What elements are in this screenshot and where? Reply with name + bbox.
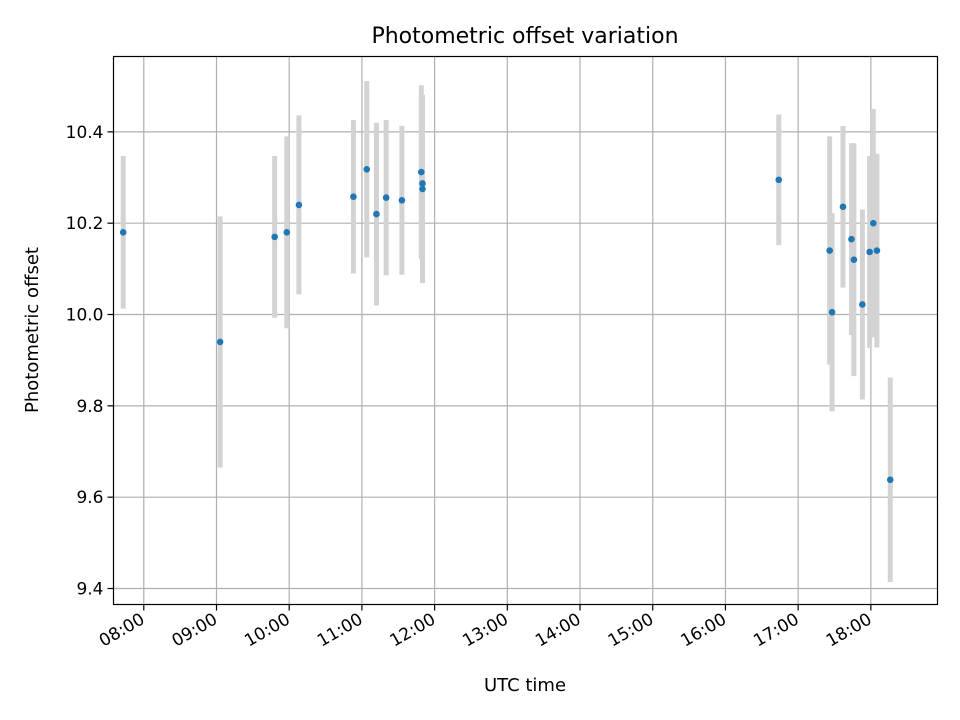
x-tick-label: 14:00 — [532, 610, 584, 652]
y-tick-label: 10.4 — [66, 123, 104, 143]
y-tick-label: 9.6 — [76, 488, 103, 508]
y-tick-label: 9.4 — [76, 580, 103, 600]
data-point — [283, 229, 291, 236]
data-point — [271, 233, 278, 241]
data-point — [295, 201, 303, 209]
data-point — [826, 247, 833, 254]
data-points — [119, 165, 894, 484]
data-point — [419, 180, 426, 187]
data-point — [398, 197, 406, 204]
data-point — [850, 256, 858, 264]
data-point — [839, 203, 847, 211]
data-point — [859, 301, 866, 308]
x-tick-label: 08:00 — [96, 610, 148, 652]
error-bars — [120, 81, 893, 583]
x-tick-label: 10:00 — [241, 610, 293, 652]
y-axis-label: Photometric offset — [22, 247, 43, 413]
data-point — [119, 229, 127, 236]
data-point — [828, 308, 836, 316]
y-tick-label: 10.0 — [66, 306, 104, 326]
x-tick-label: 13:00 — [459, 610, 511, 652]
data-point — [216, 338, 224, 346]
x-tick-label: 11:00 — [314, 610, 366, 652]
data-point — [869, 219, 877, 227]
data-point — [363, 165, 371, 173]
x-axis-label: UTC time — [484, 675, 566, 696]
x-tick-label: 17:00 — [750, 610, 802, 652]
data-point — [775, 176, 783, 184]
data-point — [873, 247, 881, 254]
chart-title: Photometric offset variation — [371, 24, 678, 49]
x-tick-label: 09:00 — [169, 610, 221, 652]
data-point — [419, 185, 426, 193]
x-tick-label: 16:00 — [678, 610, 730, 652]
data-point — [886, 476, 894, 484]
x-tick-label: 18:00 — [823, 610, 875, 652]
data-point — [382, 194, 390, 201]
data-point — [350, 193, 357, 200]
y-axis-ticks: 9.4 9.6 9.8 10.0 10.2 10.4 — [66, 123, 114, 600]
data-point — [373, 210, 380, 218]
x-tick-label: 15:00 — [605, 610, 657, 652]
y-tick-label: 10.2 — [66, 214, 104, 234]
data-point — [417, 168, 425, 176]
data-point — [848, 235, 855, 243]
plot-frame — [112, 55, 939, 606]
y-tick-label: 9.8 — [76, 397, 103, 417]
grid — [113, 56, 938, 605]
data-point — [866, 248, 873, 256]
x-tick-label: 12:00 — [387, 610, 439, 652]
x-axis-ticks: 08:00 09:00 10:00 11:00 12:00 13:00 14:00 15:00… — [96, 604, 875, 652]
